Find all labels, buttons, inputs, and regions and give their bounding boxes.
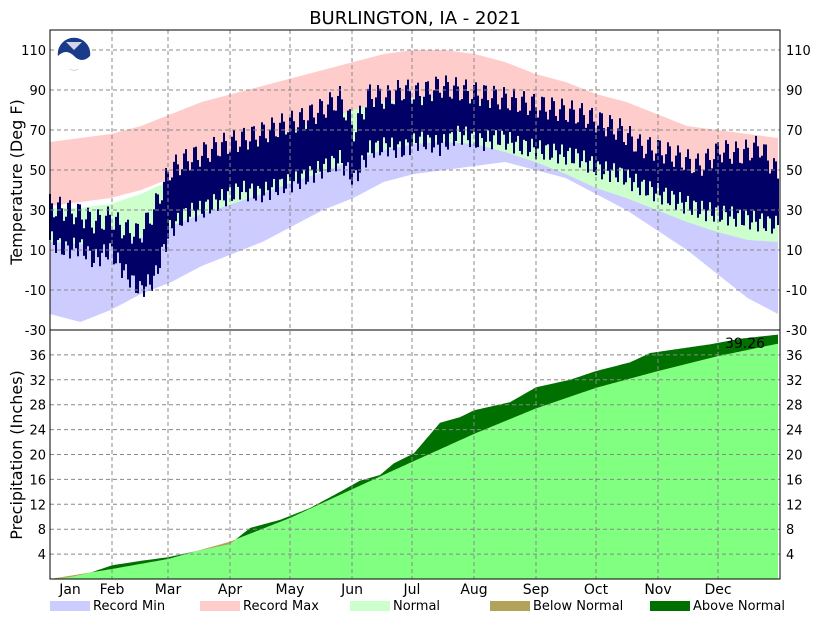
record-min-swatch xyxy=(50,601,90,611)
precip-tick-left: 24 xyxy=(29,424,46,439)
month-label-jun: Jun xyxy=(340,582,363,598)
record-max-legend-label: Record Max xyxy=(243,599,319,614)
month-label-feb: Feb xyxy=(100,582,125,598)
precip-tick-left: 4 xyxy=(38,548,46,563)
record-max-swatch xyxy=(200,601,240,611)
temperature-tick-left: 50 xyxy=(29,164,46,179)
temperature-tick-left: 110 xyxy=(21,44,46,59)
month-label-apr: Apr xyxy=(218,582,242,598)
temperature-tick-left: 30 xyxy=(29,204,46,219)
precipitation-axis-label: Precipitation (Inches) xyxy=(7,370,26,540)
month-label-sep: Sep xyxy=(523,582,550,598)
axes: -30 -30 -10 -10 10 10 30 30 50 50 70 70 90 90 110 110 4 4… xyxy=(21,29,811,598)
temperature-tick-right: -30 xyxy=(786,324,807,339)
precipitation-series xyxy=(50,334,778,579)
above-normal-swatch xyxy=(650,601,690,611)
month-label-aug: Aug xyxy=(460,582,487,598)
temperature-tick-right: 50 xyxy=(786,164,803,179)
above-normal-legend-label: Above Normal xyxy=(693,599,785,614)
month-label-oct: Oct xyxy=(584,582,609,598)
below-normal-legend-label: Below Normal xyxy=(533,599,623,614)
month-label-jan: Jan xyxy=(58,582,81,598)
temperature-tick-left: 70 xyxy=(29,124,46,139)
temperature-tick-right: 30 xyxy=(786,204,803,219)
precip-tick-left: 12 xyxy=(29,498,46,513)
temperature-series xyxy=(49,75,779,297)
precip-tick-right: 36 xyxy=(786,349,803,364)
month-label-mar: Mar xyxy=(155,582,182,598)
temperature-tick-left: 90 xyxy=(29,84,46,99)
temperature-tick-right: -10 xyxy=(786,284,807,299)
normal-legend-label: Normal xyxy=(393,599,440,614)
precip-tick-left: 20 xyxy=(29,449,46,464)
precip-tick-right: 8 xyxy=(786,523,794,538)
temperature-tick-right: 10 xyxy=(786,244,803,259)
precip-tick-right: 20 xyxy=(786,449,803,464)
temperature-tick-right: 70 xyxy=(786,124,803,139)
below-normal-swatch xyxy=(490,601,530,611)
precip-tick-right: 28 xyxy=(786,399,803,414)
precip-tick-right: 16 xyxy=(786,473,803,488)
plot-frame xyxy=(49,29,781,580)
precip-tick-right: 24 xyxy=(786,424,803,439)
precip-tick-left: 16 xyxy=(29,473,46,488)
temperature-tick-left: -30 xyxy=(25,324,46,339)
precip-tick-left: 8 xyxy=(38,523,46,538)
temperature-axis-label: Temperature (Deg F) xyxy=(7,99,26,266)
precip-normal-area xyxy=(50,343,778,579)
precip-tick-right: 4 xyxy=(786,548,794,563)
legend: Record Min Record Max Normal Below Normal Ab… xyxy=(50,599,785,614)
temperature-tick-right: 90 xyxy=(786,84,803,99)
noaa-logo xyxy=(56,36,92,72)
precip-total-annotation: 39.26 xyxy=(725,336,765,352)
temperature-tick-left: -10 xyxy=(25,284,46,299)
grid-lines xyxy=(50,30,780,579)
precip-tick-left: 32 xyxy=(29,374,46,389)
precip-tick-left: 36 xyxy=(29,349,46,364)
month-label-dec: Dec xyxy=(704,582,731,598)
record-min-legend-label: Record Min xyxy=(93,599,165,614)
precip-tick-right: 12 xyxy=(786,498,803,513)
precip-tick-right: 32 xyxy=(786,374,803,389)
month-label-nov: Nov xyxy=(644,582,671,598)
temperature-tick-right: 110 xyxy=(786,44,811,59)
temperature-tick-left: 10 xyxy=(29,244,46,259)
normal-swatch xyxy=(350,601,390,611)
precip-tick-left: 28 xyxy=(29,399,46,414)
month-label-may: May xyxy=(276,582,305,598)
month-label-jul: Jul xyxy=(403,582,421,598)
chart-title: BURLINGTON, IA - 2021 xyxy=(309,8,521,29)
